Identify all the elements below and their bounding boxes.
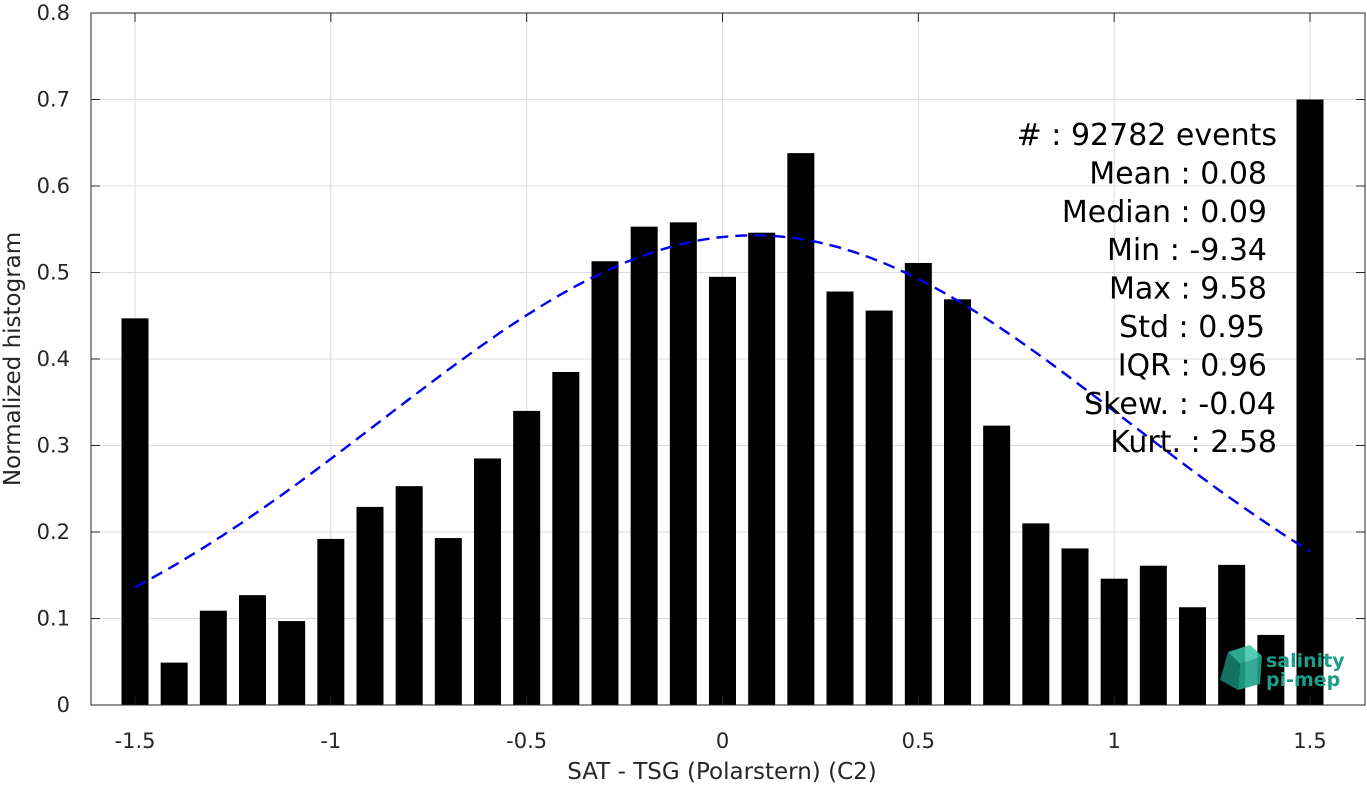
stats-line: IQR : 0.96: [1118, 348, 1267, 383]
histogram-bar: [630, 226, 658, 705]
histogram-bar: [1139, 565, 1167, 705]
histogram-bar: [709, 276, 736, 705]
y-axis-title: Normalized histogram: [0, 232, 26, 486]
y-tick-label: 0: [57, 693, 70, 717]
y-tick-label: 0.6: [37, 174, 70, 198]
x-tick-label: -1: [320, 729, 341, 753]
x-tick-label: 0.5: [902, 729, 935, 753]
histogram-bar: [669, 222, 697, 705]
x-tick-labels: -1.5 -1 -0.5 0 0.5 1 1.5: [115, 729, 1327, 753]
histogram-bar: [278, 621, 306, 705]
stats-line: Std : 0.95: [1119, 310, 1265, 345]
logo-cube-icon: [1220, 645, 1262, 690]
x-tick-label: 1.5: [1293, 729, 1326, 753]
histogram-bar: [239, 595, 266, 705]
bars: [121, 99, 1324, 705]
x-tick-label: 1: [1107, 729, 1120, 753]
histogram-bar: [1296, 99, 1324, 705]
histogram-bar: [1022, 523, 1050, 705]
histogram-bar: [787, 153, 815, 705]
histogram-bar: [356, 506, 384, 705]
histogram-bar: [904, 262, 932, 705]
histogram-bar: [591, 261, 619, 705]
x-tick-label: -1.5: [115, 729, 156, 753]
y-tick-label: 0.8: [37, 1, 70, 25]
histogram-bar: [513, 410, 541, 705]
histogram-bar: [1100, 578, 1128, 705]
stats-line: Kurt. : 2.58: [1110, 425, 1277, 460]
logo-text-salinity: salinity: [1266, 650, 1345, 672]
y-tick-label: 0.5: [37, 261, 70, 285]
axis-ticks: [91, 12, 1365, 706]
histogram-bar: [199, 610, 227, 705]
x-axis-title: SAT - TSG (Polarstern) (C2): [567, 759, 876, 785]
stats-line: Max : 9.58: [1109, 272, 1267, 307]
histogram-bar: [160, 662, 188, 705]
stats-line: Skew. : -0.04: [1084, 387, 1276, 422]
histogram-bar: [434, 538, 462, 705]
histogram-bar: [826, 291, 854, 705]
y-tick-label: 0.4: [37, 347, 70, 371]
stats-line: Mean : 0.08: [1089, 156, 1267, 191]
histogram-bar: [395, 486, 423, 705]
logo-text-pi-mep: pi-mep: [1266, 669, 1340, 691]
y-tick-labels: 0 0.1 0.2 0.3 0.4 0.5 0.6 0.7 0.8: [37, 1, 70, 717]
histogram-bar: [748, 232, 776, 705]
y-tick-label: 0.2: [37, 520, 70, 544]
y-tick-label: 0.3: [37, 434, 70, 458]
histogram-bar: [317, 538, 345, 705]
histogram-bar: [1179, 607, 1206, 705]
histogram-bar: [1257, 634, 1285, 705]
y-tick-label: 0.1: [37, 607, 70, 631]
histogram-bar: [1061, 548, 1089, 705]
x-tick-label: 0: [716, 729, 729, 753]
salinity-pi-mep-logo: salinity pi-mep: [1220, 645, 1345, 691]
x-tick-label: -0.5: [506, 729, 547, 753]
stats-line: Min : -9.34: [1107, 233, 1267, 268]
gaussian-fit-curve: [134, 234, 1311, 589]
stats-line: # : 92782 events: [1017, 118, 1277, 153]
y-tick-label: 0.7: [37, 88, 70, 112]
histogram-bar: [944, 299, 971, 705]
histogram-bar: [121, 318, 149, 705]
histogram-bar: [474, 458, 501, 705]
histogram-bar: [552, 371, 580, 705]
histogram-bar: [865, 310, 893, 705]
histogram-bar: [983, 425, 1011, 705]
stats-line: Median : 0.09: [1062, 195, 1267, 230]
